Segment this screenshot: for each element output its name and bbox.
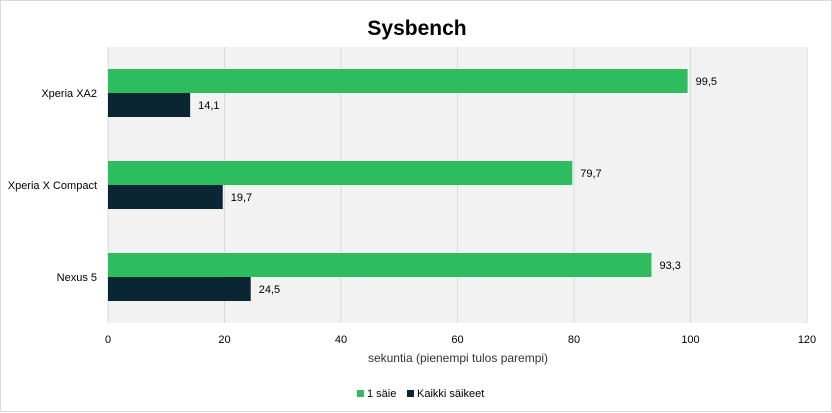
x-tick-label: 0 bbox=[105, 334, 111, 346]
x-tick-label: 100 bbox=[681, 334, 699, 346]
bar bbox=[108, 161, 573, 185]
data-label: 93,3 bbox=[659, 260, 680, 272]
legend-label: 1 säie bbox=[367, 388, 396, 400]
data-label: 19,7 bbox=[231, 192, 252, 204]
data-label: 24,5 bbox=[259, 284, 280, 296]
category-label: Xperia XA2 bbox=[41, 88, 97, 100]
x-tick-label: 20 bbox=[218, 334, 230, 346]
bars bbox=[108, 69, 688, 301]
x-tick-label: 60 bbox=[451, 334, 463, 346]
data-label: 79,7 bbox=[580, 168, 601, 180]
x-tick-label: 80 bbox=[568, 334, 580, 346]
data-label: 99,5 bbox=[696, 76, 717, 88]
category-label: Nexus 5 bbox=[57, 272, 97, 284]
category-labels: Xperia XA2 Xperia X Compact Nexus 5 bbox=[8, 88, 97, 284]
x-tick-label: 40 bbox=[335, 334, 347, 346]
data-label: 14,1 bbox=[198, 100, 219, 112]
legend-swatch bbox=[357, 390, 364, 397]
legend: 1 säie Kaikki säikeet bbox=[357, 388, 484, 400]
bar bbox=[108, 93, 191, 117]
legend-label: Kaikki säikeet bbox=[417, 388, 484, 400]
x-tick-label: 120 bbox=[798, 334, 816, 346]
legend-swatch bbox=[407, 390, 414, 397]
x-tick-labels: 0 20 40 60 80 100 120 bbox=[105, 334, 816, 346]
bar bbox=[108, 69, 688, 93]
bar bbox=[108, 277, 251, 301]
x-axis-label: sekuntia (pienempi tulos parempi) bbox=[368, 351, 548, 365]
bar bbox=[108, 253, 652, 277]
bar bbox=[108, 185, 223, 209]
category-label: Xperia X Compact bbox=[8, 180, 97, 192]
chart-title: Sysbench bbox=[367, 17, 466, 40]
data-labels: 99,5 14,1 79,7 19,7 93,3 24,5 bbox=[198, 76, 717, 296]
